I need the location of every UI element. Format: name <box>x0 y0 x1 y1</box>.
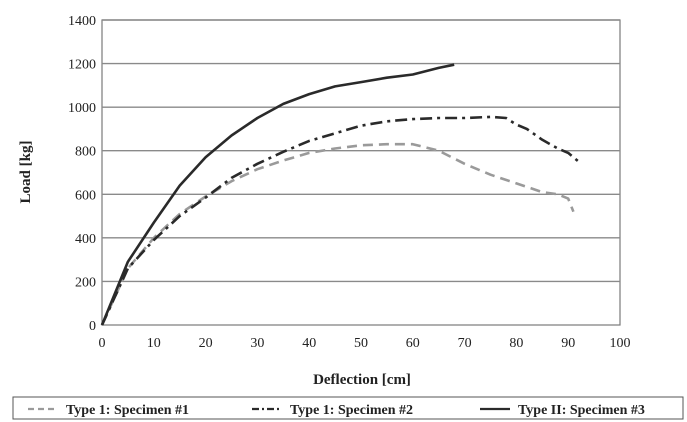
series-line-1 <box>100 142 575 326</box>
plot-area <box>101 19 621 326</box>
x-tick-label: 70 <box>458 336 472 351</box>
y-tick-label: 1200 <box>68 58 96 73</box>
y-tick-label: 800 <box>75 145 96 160</box>
y-tick-label: 400 <box>75 232 96 247</box>
x-tick-label: 80 <box>509 336 523 351</box>
x-tick-label: 90 <box>561 336 575 351</box>
legend: Type 1: Specimen #1 Type 1: Specimen #2 Ty… <box>12 396 684 420</box>
x-tick-label: 30 <box>250 336 264 351</box>
series-layer <box>100 63 580 326</box>
y-axis-ticks: 0 200 400 600 800 1000 1200 1400 <box>68 14 96 334</box>
x-tick-label: 60 <box>406 336 420 351</box>
x-axis-title: Deflection [cm] <box>313 372 411 388</box>
y-tick-label: 1000 <box>68 101 96 116</box>
legend-label-3: Type II: Specimen #3 <box>518 403 645 418</box>
x-tick-label: 0 <box>99 336 106 351</box>
gridlines <box>102 19 620 283</box>
plot-frame <box>101 19 621 326</box>
x-tick-label: 10 <box>147 336 161 351</box>
x-tick-label: 100 <box>610 336 631 351</box>
x-tick-label: 50 <box>354 336 368 351</box>
y-tick-label: 600 <box>75 188 96 203</box>
y-tick-label: 0 <box>89 319 96 334</box>
x-tick-label: 40 <box>302 336 316 351</box>
x-tick-label: 20 <box>199 336 213 351</box>
series-line-2 <box>100 115 580 326</box>
y-tick-label: 1400 <box>68 14 96 29</box>
y-axis-title: Load [kg] <box>18 141 34 204</box>
y-tick-label: 200 <box>75 275 96 290</box>
legend-label-2: Type 1: Specimen #2 <box>290 403 413 418</box>
series-line-3 <box>100 63 455 326</box>
legend-label-1: Type 1: Specimen #1 <box>66 403 189 418</box>
legend-box <box>12 396 684 420</box>
x-axis-ticks: 0 10 20 30 40 50 60 70 80 90 100 <box>99 336 631 351</box>
